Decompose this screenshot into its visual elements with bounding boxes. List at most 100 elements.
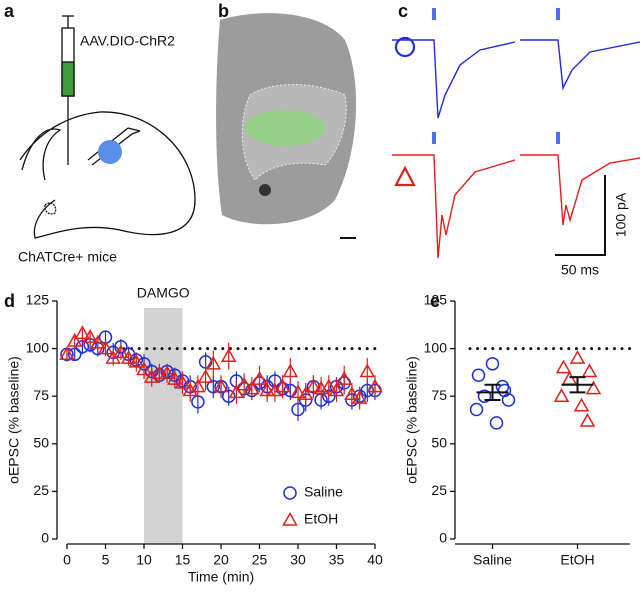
y-tick-label: 100 bbox=[424, 339, 448, 355]
x-tick-label: Saline bbox=[473, 552, 512, 568]
marker bbox=[328, 382, 345, 397]
marker bbox=[190, 378, 206, 393]
marker bbox=[471, 368, 486, 383]
marker bbox=[197, 369, 214, 383]
x-tick-label: 40 bbox=[367, 552, 383, 568]
scale-label: 50 ms bbox=[561, 262, 599, 278]
marker bbox=[205, 355, 222, 370]
panel-label: e bbox=[430, 291, 440, 311]
panel-label: b bbox=[218, 1, 229, 21]
mouse-label: ChATCre+ mice bbox=[18, 249, 117, 265]
marker bbox=[74, 325, 91, 340]
legend-marker bbox=[282, 511, 298, 526]
marker bbox=[159, 365, 175, 380]
marker bbox=[569, 350, 586, 364]
marker bbox=[495, 379, 510, 394]
marker bbox=[351, 390, 368, 404]
error-bar bbox=[569, 376, 586, 394]
x-tick-label: 35 bbox=[329, 552, 345, 568]
marker bbox=[485, 357, 500, 371]
marker bbox=[282, 363, 299, 378]
legend-marker bbox=[283, 486, 297, 500]
marker bbox=[128, 353, 145, 368]
marker bbox=[213, 378, 229, 393]
shade bbox=[144, 308, 183, 544]
marker bbox=[267, 382, 283, 397]
marker bbox=[489, 416, 504, 430]
panel-label: c bbox=[398, 1, 408, 21]
marker bbox=[553, 388, 570, 402]
y-tick-label: 0 bbox=[41, 530, 49, 546]
marker bbox=[174, 374, 191, 389]
y-tick-label: 75 bbox=[431, 387, 447, 403]
marker bbox=[59, 346, 75, 361]
legend-label: Saline bbox=[304, 484, 343, 500]
traces bbox=[392, 8, 641, 259]
y-axis-label: oEPSC (% baseline) bbox=[404, 356, 420, 484]
stim-site bbox=[98, 140, 122, 164]
panel-label: a bbox=[4, 1, 15, 21]
marker bbox=[251, 371, 268, 385]
x-tick-label: 30 bbox=[290, 552, 306, 568]
marker bbox=[305, 378, 322, 393]
x-tick-label: 25 bbox=[252, 552, 268, 568]
marker bbox=[151, 365, 168, 380]
marker bbox=[555, 359, 572, 374]
marker bbox=[90, 334, 106, 349]
y-tick-label: 125 bbox=[424, 292, 448, 308]
marker bbox=[344, 386, 360, 401]
marker bbox=[143, 369, 160, 383]
marker bbox=[120, 350, 137, 364]
marker bbox=[501, 393, 516, 407]
brain-slice bbox=[216, 13, 357, 239]
y-tick-label: 0 bbox=[439, 530, 447, 546]
marker bbox=[259, 382, 275, 397]
marker bbox=[206, 379, 221, 394]
y-tick-label: 50 bbox=[431, 435, 447, 451]
legend-label: EtOH bbox=[304, 511, 338, 527]
marker bbox=[573, 397, 590, 412]
x-tick-label: 0 bbox=[63, 552, 71, 568]
y-tick-label: 125 bbox=[26, 292, 50, 308]
panel-label: d bbox=[4, 291, 15, 311]
x-tick-label: 5 bbox=[102, 552, 110, 568]
marker bbox=[236, 376, 252, 391]
x-tick-label: 15 bbox=[175, 552, 191, 568]
marker bbox=[561, 371, 578, 385]
y-tick-label: 100 bbox=[26, 339, 50, 355]
y-tick-label: 50 bbox=[33, 435, 49, 451]
marker bbox=[297, 386, 314, 401]
y-tick-label: 25 bbox=[33, 482, 49, 498]
x-tick-label: EtOH bbox=[560, 552, 594, 568]
marker bbox=[182, 382, 198, 397]
y-axis-label: oEPSC (% baseline) bbox=[6, 356, 22, 484]
x-tick-label: 20 bbox=[213, 552, 229, 568]
schematic bbox=[19, 15, 196, 239]
x-axis-label: Time (min) bbox=[188, 569, 254, 585]
marker bbox=[359, 363, 376, 378]
error-bar bbox=[484, 383, 501, 402]
marker bbox=[167, 371, 183, 385]
marker bbox=[581, 363, 598, 378]
y-tick-label: 25 bbox=[431, 482, 447, 498]
marker bbox=[367, 378, 383, 393]
marker bbox=[82, 329, 98, 343]
marker bbox=[469, 402, 484, 417]
marker bbox=[66, 332, 83, 347]
scale-label: 100 pA bbox=[613, 192, 629, 237]
marker bbox=[336, 371, 352, 385]
marker bbox=[97, 340, 114, 355]
shade-label: DAMGO bbox=[137, 285, 190, 301]
y-tick-label: 75 bbox=[33, 387, 49, 403]
marker bbox=[585, 380, 602, 395]
marker bbox=[244, 380, 260, 395]
marker bbox=[136, 361, 152, 376]
marker bbox=[221, 389, 236, 403]
marker bbox=[220, 348, 237, 362]
marker bbox=[290, 384, 306, 399]
marker bbox=[113, 344, 129, 359]
marker bbox=[477, 389, 492, 403]
marker bbox=[274, 378, 291, 393]
x-tick-label: 10 bbox=[136, 552, 152, 568]
